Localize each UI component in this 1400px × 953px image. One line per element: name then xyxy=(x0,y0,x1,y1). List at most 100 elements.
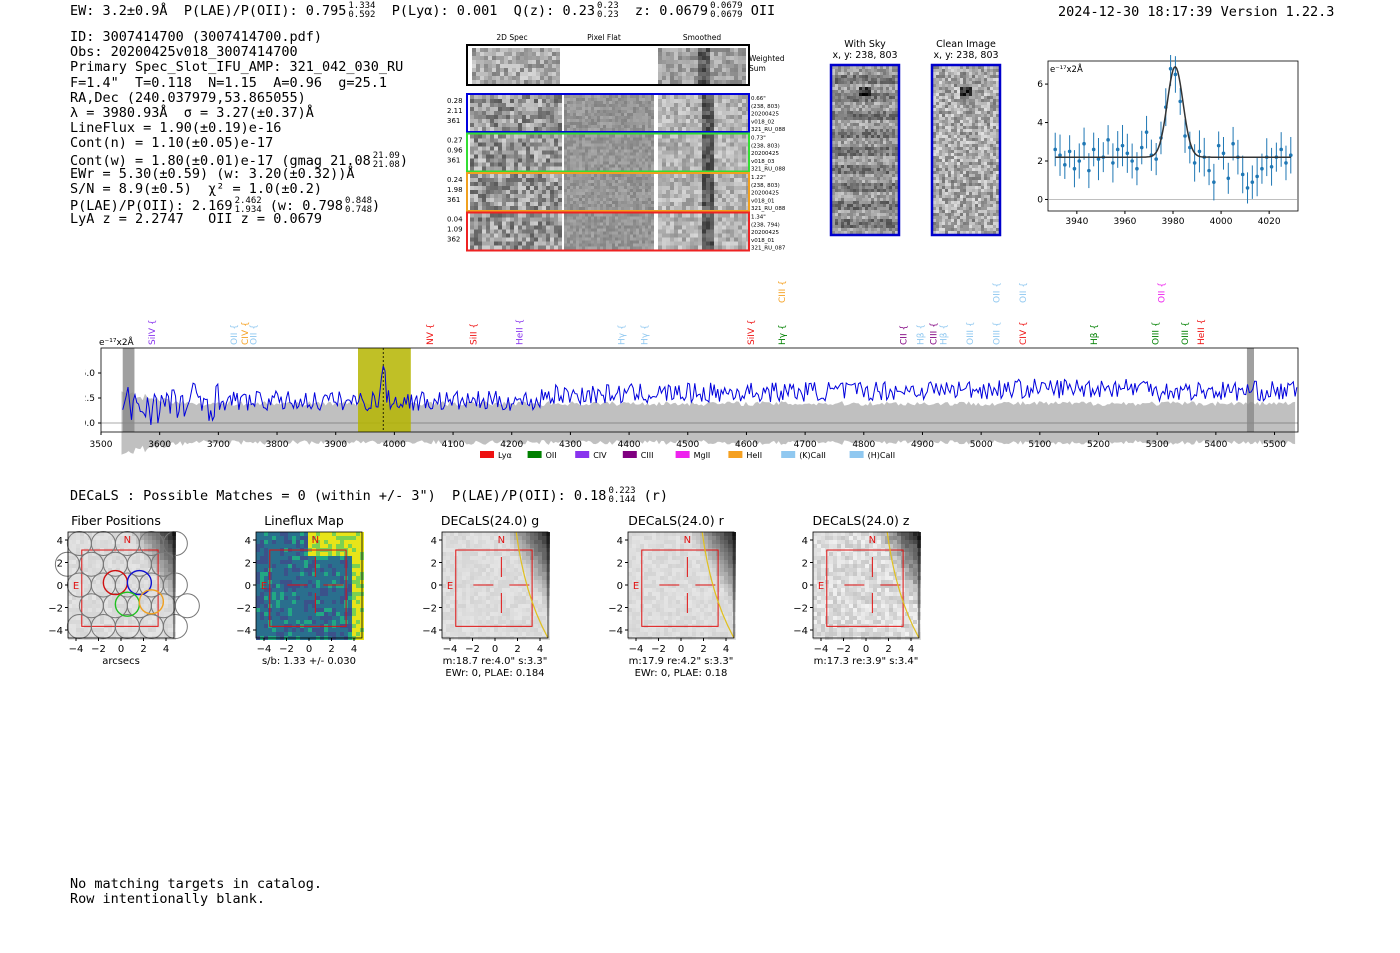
spectrum-ytick-label: 2.5 xyxy=(85,394,95,404)
zoom-point xyxy=(1260,166,1264,171)
spectrum-xtick-label: 5100 xyxy=(1028,440,1051,450)
line-id-label: Hγ { xyxy=(778,324,788,345)
north-label: N xyxy=(498,535,505,546)
zoom-point xyxy=(1111,161,1115,165)
cutout-xtick-label: 2 xyxy=(514,644,520,655)
plae-value: P(LAE)/P(OII): 0.795 xyxy=(183,3,347,19)
ew-value: EW: 3.2±0.9Å xyxy=(70,3,168,19)
cutout-ytick-label: 0 xyxy=(617,581,623,592)
footer-line-1: No matching targets in catalog. xyxy=(70,876,322,892)
info-lyaz: LyA z = 2.2747 OII z = 0.0679 xyxy=(70,211,322,228)
full-spectrum-chart: e⁻¹⁷x2Å 0.0 2.5 5.0 3500 3600 3700 3800 3900 4000… xyxy=(85,280,1299,460)
imaging-cutouts: Fiber Positions N E 4 2 0 −2 −4 −4 −2 0 2 4 arcsecs Li… xyxy=(48,513,921,679)
stamp-value: 0.96 xyxy=(447,147,463,155)
zoom-ytick-label: 0 xyxy=(1037,195,1043,205)
cutout-xtick-label: −4 xyxy=(257,644,272,655)
legend-swatch xyxy=(675,451,690,458)
legend-swatch xyxy=(480,451,494,458)
north-label: N xyxy=(124,535,131,546)
line-id-label: HeII { xyxy=(1197,319,1207,345)
cutout-caption: arcsecs xyxy=(102,656,140,667)
zoom-point xyxy=(1221,151,1226,156)
stamp-pixel-flat xyxy=(564,213,654,250)
east-label: E xyxy=(261,581,267,592)
spectrum-xtick-label: 4200 xyxy=(500,440,523,450)
zoom-point xyxy=(1058,153,1062,158)
stamp-value: 0.04 xyxy=(447,216,463,224)
stamp-meta: v018_01 xyxy=(751,198,775,204)
plya-value: P(Lyα): 0.001 xyxy=(391,3,498,19)
cutout-ytick-label: 4 xyxy=(802,536,808,547)
zoom-point xyxy=(1245,186,1250,190)
east-label: E xyxy=(818,581,824,592)
masked-region xyxy=(1246,348,1254,432)
timestamp: 2024-12-30 18:17:39 xyxy=(1058,4,1213,20)
with-sky-xy: x, y: 238, 803 xyxy=(832,50,897,61)
stamp-value: 361 xyxy=(447,157,460,165)
legend-swatch xyxy=(622,451,637,458)
info-id: ID: 3007414700 (3007414700.pdf) xyxy=(70,29,322,45)
line-id-label: CIV { xyxy=(1019,321,1029,345)
line-id-label: OII { xyxy=(230,324,240,345)
spectrum-line xyxy=(122,365,1298,426)
qz-value: Q(z): 0.23 xyxy=(513,3,595,19)
east-label: E xyxy=(73,581,79,592)
cutout-xtick-label: 0 xyxy=(678,644,684,655)
cutout-xtick-label: −4 xyxy=(814,644,829,655)
cutout-caption: m:18.7 re:4.0" s:3.3" xyxy=(443,656,548,667)
cutout-ytick-label: −4 xyxy=(422,626,437,637)
galaxy-ellipse xyxy=(515,531,549,639)
cutout-xtick-label: −4 xyxy=(629,644,644,655)
zoom-fit-chart: e⁻¹⁷x2Å 3940 3960 3980 4000 4020 0 2 4 6 xyxy=(1037,55,1299,227)
north-label: N xyxy=(869,535,876,546)
zoom-point xyxy=(1139,145,1144,150)
line-id-label: SiIV { xyxy=(747,319,757,345)
stamp-pixel-flat xyxy=(564,134,654,171)
spectrum-xtick-label: 3500 xyxy=(90,440,113,450)
cutout-ytick-label: −4 xyxy=(608,626,623,637)
zoom-point xyxy=(1135,166,1139,171)
line-id-label: OIII { xyxy=(966,321,976,345)
spectrum-xtick-label: 4900 xyxy=(911,440,934,450)
with-sky-frame xyxy=(829,63,901,237)
cutout-ytick-label: 2 xyxy=(431,559,437,570)
legend-label: MgII xyxy=(694,451,711,460)
line-id-label: CIII { xyxy=(930,322,940,345)
with-sky-title: With Sky xyxy=(844,39,886,50)
zoom-point xyxy=(1091,147,1096,152)
stamp-value: 0.28 xyxy=(447,97,463,105)
cutout-ytick-label: −2 xyxy=(793,604,808,615)
line-id-label: OII { xyxy=(250,324,260,345)
zoom-point xyxy=(1240,172,1245,177)
info-sn: S/N = 8.9(±0.5) χ² = 1.0(±0.2) xyxy=(70,180,322,197)
cutout-xtick-label: 4 xyxy=(351,644,357,655)
zoom-point xyxy=(1212,180,1216,184)
zoom-point xyxy=(1087,168,1091,173)
search-box xyxy=(641,549,719,627)
zoom-point xyxy=(1226,176,1231,181)
weighted-2d-spec xyxy=(472,48,560,84)
info-contw: Cont(w) = 1.80(±0.01)e-17 (gmag 21.08 21.… xyxy=(70,150,408,170)
stamp-pixel-flat xyxy=(564,174,654,210)
cutout-ytick-label: −2 xyxy=(608,604,623,615)
stamp-meta: 0.73" xyxy=(751,136,766,142)
sum-label: Sum xyxy=(749,64,766,73)
zoom-xtick-label: 3980 xyxy=(1162,217,1185,227)
cutout-xtick-label: −2 xyxy=(279,644,294,655)
stamp-value: 1.98 xyxy=(447,186,463,194)
line-id-label: SiIV { xyxy=(148,319,158,345)
zoom-point xyxy=(1106,138,1110,142)
z-value: z: 0.0679 xyxy=(634,3,709,19)
cutout-xtick-label: 2 xyxy=(700,644,706,655)
z-hi: 0.0679 xyxy=(710,1,743,11)
stamp-2d-spec xyxy=(470,213,562,250)
zoom-xtick-label: 3960 xyxy=(1113,217,1136,227)
zoom-point xyxy=(1269,164,1274,169)
zoom-point xyxy=(1082,141,1086,146)
cutout-xtick-label: 2 xyxy=(140,644,146,655)
cutout-caption: s/b: 1.33 +/- 0.030 xyxy=(262,656,356,667)
zoom-ylabel: e⁻¹⁷x2Å xyxy=(1050,63,1083,75)
legend-label: CIII xyxy=(641,451,654,460)
